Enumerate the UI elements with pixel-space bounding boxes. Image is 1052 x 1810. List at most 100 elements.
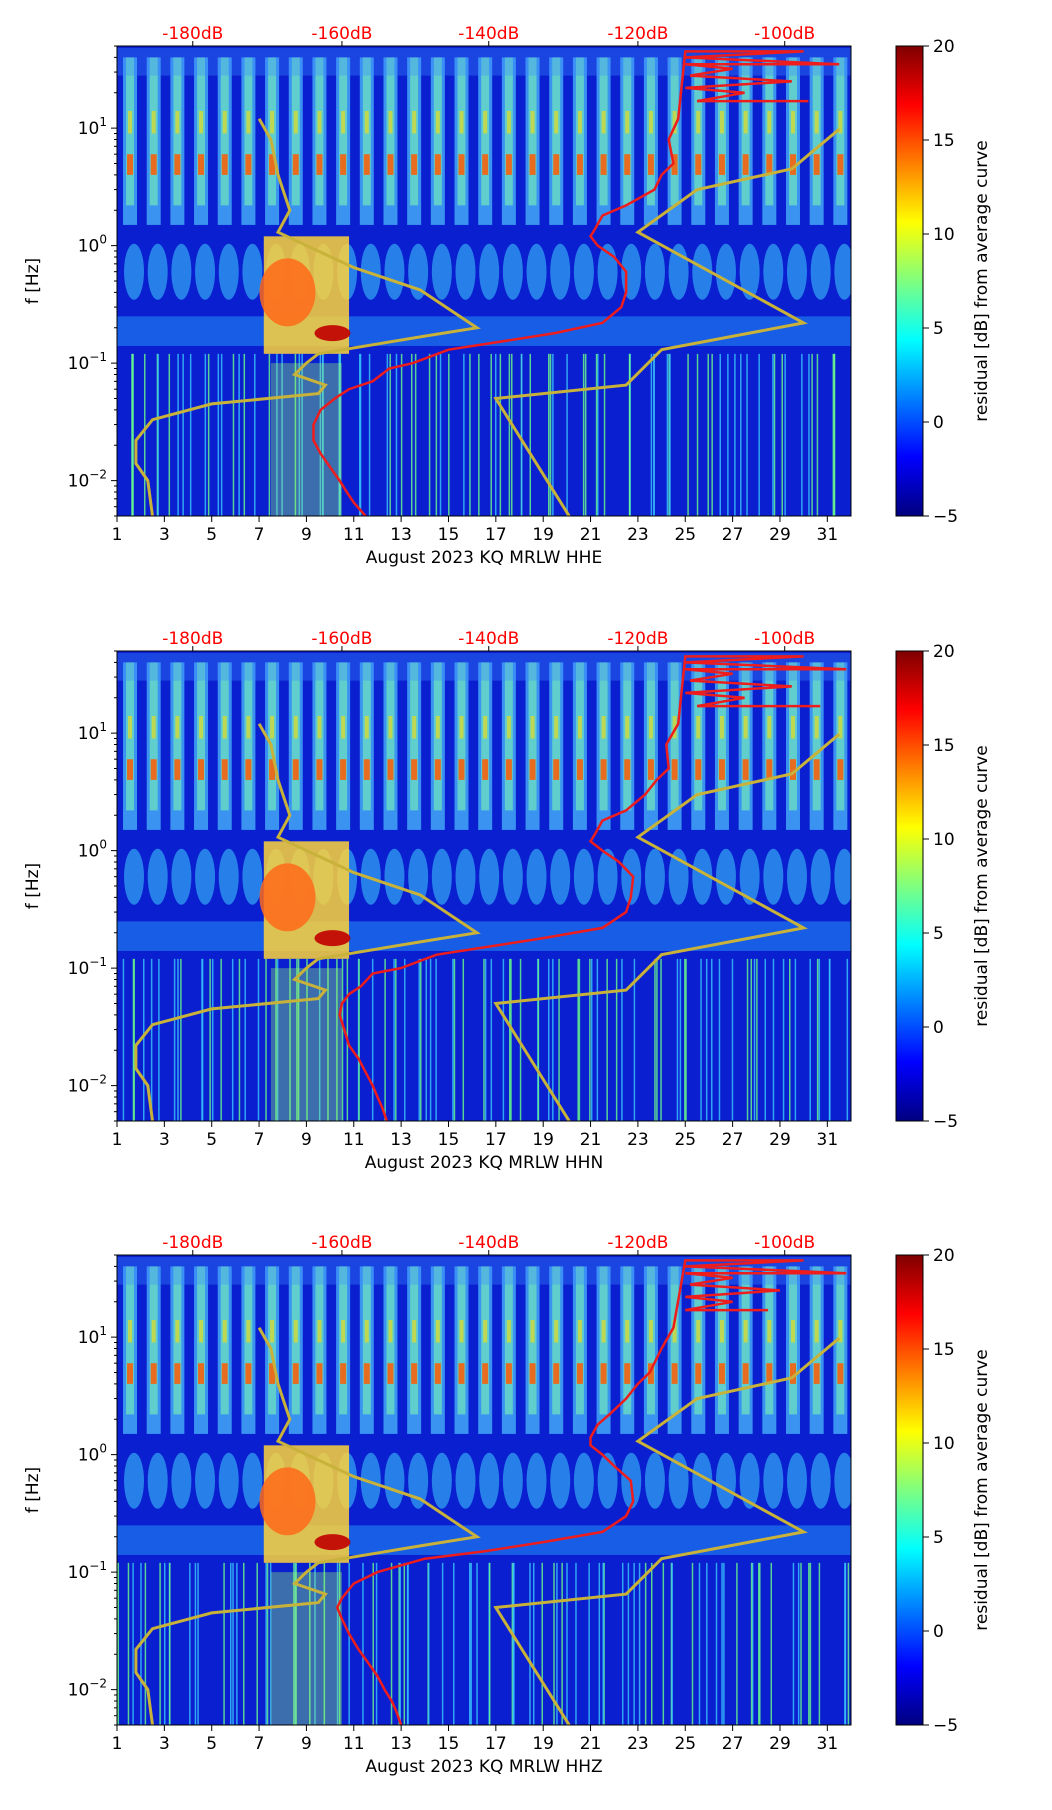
spectrogram-image — [117, 1255, 851, 1725]
daily-hot-band — [789, 154, 796, 175]
y-tick-label: 10−1 — [68, 1559, 107, 1583]
x-tick-label: 11 — [343, 1734, 365, 1754]
x-tick-label: 19 — [532, 525, 554, 545]
daily-warm-band — [222, 110, 227, 134]
storm-peak — [314, 930, 351, 947]
daily-warm-band — [293, 110, 298, 134]
daily-plume — [124, 1452, 145, 1509]
daily-hot-band — [742, 759, 749, 780]
daily-plume — [739, 1452, 760, 1509]
daily-plume — [124, 243, 145, 300]
daily-plume — [597, 1452, 618, 1509]
daily-plume — [715, 243, 736, 300]
daily-hot-band — [434, 154, 441, 175]
colorbar-tick-label: 10 — [933, 830, 955, 850]
daily-hot-band — [411, 1363, 418, 1384]
daily-plume — [692, 1452, 713, 1509]
psd-curve — [312, 50, 840, 516]
daily-hot-band — [198, 1363, 205, 1384]
daily-warm-band — [743, 110, 748, 134]
x-tick-label: 17 — [485, 1130, 507, 1150]
x-tick-label: 19 — [532, 1130, 554, 1150]
daily-warm-band — [767, 110, 772, 134]
x-tick-label: 25 — [674, 525, 696, 545]
microseism-band — [117, 921, 851, 951]
high-freq-band — [117, 653, 851, 681]
daily-hot-band — [505, 759, 512, 780]
daily-plume — [242, 243, 263, 300]
daily-plume — [692, 243, 713, 300]
daily-warm-band — [767, 715, 772, 739]
daily-warm-band — [719, 715, 724, 739]
y-tick-label: 101 — [78, 115, 107, 139]
daily-hot-band — [174, 154, 181, 175]
daily-warm-band — [767, 1319, 772, 1343]
daily-warm-band — [175, 1319, 180, 1343]
daily-plume — [621, 243, 642, 300]
daily-hot-band — [127, 759, 134, 780]
microseism-band — [117, 316, 851, 346]
daily-warm-band — [459, 1319, 464, 1343]
x-tick-label: 15 — [438, 525, 460, 545]
daily-plume — [786, 243, 807, 300]
top-db-label: -140dB — [458, 629, 519, 649]
daily-warm-band — [199, 715, 204, 739]
noise-model-curve-2 — [493, 733, 841, 1121]
x-tick-label: 21 — [580, 1130, 602, 1150]
daily-hot-band — [245, 1363, 252, 1384]
top-db-label: -120dB — [607, 1233, 668, 1253]
x-tick-label: 21 — [580, 1734, 602, 1754]
daily-plume — [431, 848, 452, 905]
daily-hot-band — [529, 154, 536, 175]
daily-hot-band — [434, 759, 441, 780]
daily-plume — [408, 1452, 429, 1509]
daily-plume — [644, 848, 665, 905]
daily-plume — [597, 243, 618, 300]
top-db-label: -180dB — [162, 629, 223, 649]
colorbar-tick-label: 5 — [933, 1528, 944, 1548]
daily-plume — [195, 243, 216, 300]
daily-plume — [360, 848, 381, 905]
daily-plume — [195, 1452, 216, 1509]
y-tick-label: 10−2 — [68, 1073, 107, 1097]
daily-warm-band — [577, 110, 582, 134]
top-db-label: -160dB — [311, 629, 372, 649]
top-db-label: -140dB — [458, 24, 519, 44]
colorbar-label: residual [dB] from average curve — [972, 745, 992, 1026]
daily-hot-band — [411, 154, 418, 175]
daily-hot-band — [624, 1363, 631, 1384]
y-axis-label: f [Hz] — [23, 258, 43, 304]
daily-warm-band — [222, 715, 227, 739]
daily-hot-band — [150, 759, 157, 780]
daily-hot-band — [292, 759, 299, 780]
daily-hot-band — [221, 759, 228, 780]
daily-plume — [218, 1452, 239, 1509]
daily-plume — [502, 848, 523, 905]
colorbar-tick-label: −5 — [933, 1716, 958, 1736]
spectrogram-image — [117, 651, 851, 1121]
x-tick-label: 5 — [206, 1734, 217, 1754]
daily-warm-band — [151, 1319, 156, 1343]
daily-plume — [526, 848, 547, 905]
daily-plume — [195, 848, 216, 905]
noise-model-curve-1 — [134, 723, 481, 1121]
daily-warm-band — [459, 110, 464, 134]
daily-plume — [384, 1452, 405, 1509]
high-freq-band — [117, 1257, 851, 1285]
daily-hot-band — [813, 154, 820, 175]
daily-warm-band — [672, 110, 677, 134]
daily-hot-band — [458, 1363, 465, 1384]
daily-hot-band — [198, 759, 205, 780]
daily-hot-band — [576, 154, 583, 175]
daily-plume — [384, 243, 405, 300]
top-db-label: -160dB — [311, 24, 372, 44]
noise-model-curve-2 — [493, 128, 841, 516]
daily-warm-band — [341, 110, 346, 134]
daily-plume — [834, 243, 851, 300]
colorbar-tick-label: 20 — [933, 1246, 955, 1266]
daily-hot-band — [245, 154, 252, 175]
daily-hot-band — [576, 1363, 583, 1384]
daily-hot-band — [647, 1363, 654, 1384]
x-tick-label: 11 — [343, 525, 365, 545]
